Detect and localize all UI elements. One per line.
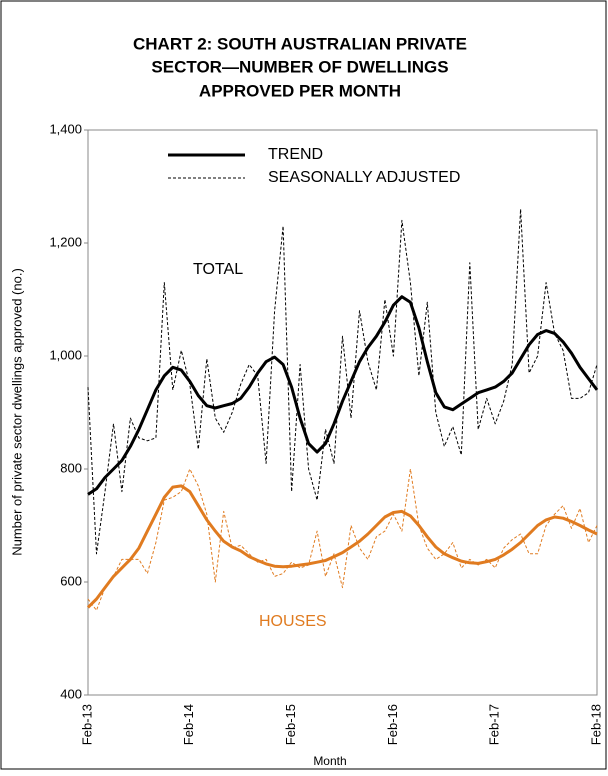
chart-title: CHART 2: SOUTH AUSTRALIAN PRIVATE (133, 34, 467, 53)
x-tick-label: Feb-16 (385, 704, 400, 745)
chart-title: SECTOR—NUMBER OF DWELLINGS (151, 57, 448, 76)
trend-line (86, 484, 598, 609)
x-tick-label: Feb-14 (181, 704, 196, 745)
x-tick-label: Feb-13 (79, 704, 94, 745)
y-tick-label: 400 (60, 686, 82, 701)
legend-label: TREND (268, 146, 323, 163)
y-tick-label: 800 (60, 460, 82, 475)
annotation: TOTAL (193, 261, 243, 278)
trend-line (87, 295, 599, 496)
annotation: HOUSES (259, 613, 327, 630)
sa-line (87, 208, 598, 555)
y-axis-title: Number of private sector dwellings appro… (9, 268, 24, 556)
y-tick-label: 600 (60, 573, 82, 588)
x-axis-title: Month (313, 754, 346, 768)
y-tick-label: 1,000 (49, 347, 82, 362)
x-tick-label: Feb-18 (588, 704, 603, 745)
chart-title: APPROVED PER MONTH (199, 81, 401, 100)
plot-area (87, 129, 598, 696)
x-tick-label: Feb-17 (487, 704, 502, 745)
x-tick-label: Feb-15 (283, 704, 298, 745)
sa-line (87, 468, 598, 611)
legend-label: SEASONALLY ADJUSTED (268, 169, 460, 186)
y-tick-label: 1,200 (49, 234, 82, 249)
y-tick-label: 1,400 (49, 121, 82, 136)
